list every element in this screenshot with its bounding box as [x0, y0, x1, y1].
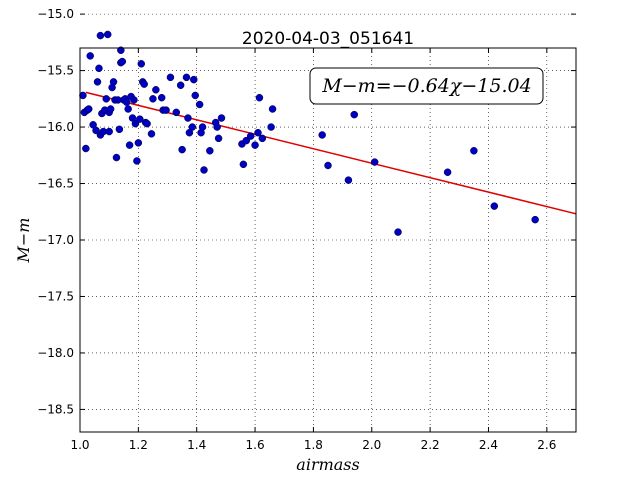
x-tick-label: 1.2 — [129, 438, 148, 452]
data-point — [109, 78, 118, 86]
data-point — [112, 153, 121, 162]
data-point — [166, 73, 175, 82]
data-point — [198, 123, 207, 131]
data-point — [105, 127, 113, 136]
data-point — [133, 157, 141, 165]
data-point — [370, 158, 379, 166]
y-tick-label: −16.0 — [37, 120, 74, 134]
data-point — [268, 105, 277, 113]
data-point — [258, 134, 267, 143]
x-tick-label: 2.4 — [479, 438, 498, 452]
data-point — [394, 228, 402, 236]
data-point — [152, 86, 160, 94]
data-point — [102, 95, 111, 103]
data-point — [137, 60, 146, 68]
data-point — [214, 134, 223, 143]
x-tick-label: 2.0 — [362, 438, 381, 452]
data-point — [246, 132, 255, 140]
data-point — [318, 131, 326, 139]
x-tick-label: 1.0 — [70, 438, 89, 452]
data-point — [267, 123, 275, 131]
fit-equation-annotation: M−m=−0.64χ−15.04 — [321, 75, 531, 97]
data-point — [350, 110, 359, 119]
x-tick-label: 2.6 — [537, 438, 556, 452]
data-point — [182, 73, 191, 82]
data-point — [85, 105, 93, 113]
x-tick-labels: 1.0 1.2 1.4 1.6 1.8 2.0 2.2 2.4 2.6 — [70, 438, 556, 452]
x-axis-label: airmass — [296, 455, 359, 474]
data-point — [147, 130, 156, 138]
data-point — [79, 91, 87, 100]
y-tick-label: −15.5 — [37, 64, 74, 78]
data-point — [103, 30, 112, 39]
data-point — [92, 126, 100, 135]
x-tick-label: 1.4 — [187, 438, 206, 452]
data-point — [86, 52, 94, 60]
data-point — [190, 75, 198, 84]
y-tick-label: −16.5 — [37, 177, 74, 191]
data-point — [251, 141, 259, 149]
y-tick-labels: −15.0 −15.5 −16.0 −16.5 −17.0 −17.5 −18.0 −18.5 — [37, 7, 74, 416]
data-point — [131, 119, 140, 128]
data-point — [255, 93, 264, 102]
data-point — [178, 145, 186, 154]
data-point — [172, 108, 181, 117]
data-point — [195, 100, 204, 109]
ticks — [79, 13, 576, 432]
data-point — [217, 114, 226, 122]
data-point — [443, 168, 452, 176]
data-point — [470, 147, 478, 155]
data-point — [344, 176, 353, 184]
data-point — [130, 96, 138, 104]
data-point — [125, 141, 134, 149]
annotation-frame — [309, 67, 544, 105]
data-point — [93, 78, 102, 86]
y-axis-label: M−m — [14, 218, 33, 264]
data-point — [117, 46, 125, 55]
points-layer — [79, 30, 539, 236]
annotation-box: M−m=−0.64χ−15.04 — [309, 67, 544, 105]
data-point — [115, 125, 124, 134]
data-point — [206, 147, 214, 155]
x-tick-label: 2.2 — [421, 438, 440, 452]
data-point — [191, 91, 199, 100]
y-tick-label: −17.5 — [37, 289, 74, 303]
x-tick-label: 1.8 — [304, 438, 323, 452]
data-point — [149, 95, 157, 103]
x-tick-label: 1.6 — [246, 438, 265, 452]
y-tick-label: −15.0 — [37, 7, 74, 21]
data-point — [134, 139, 143, 147]
y-tick-label: −17.0 — [37, 233, 74, 247]
data-point — [124, 105, 132, 113]
data-point — [136, 115, 144, 123]
data-point — [157, 93, 166, 102]
data-point — [213, 123, 221, 131]
chart-title: 2020-04-03_051641 — [242, 29, 414, 49]
data-point — [531, 215, 539, 224]
data-point — [254, 128, 262, 137]
y-tick-label: −18.0 — [37, 346, 74, 360]
data-point — [242, 136, 251, 145]
data-point — [143, 119, 151, 128]
data-point — [188, 123, 197, 131]
data-point — [106, 105, 115, 113]
data-point — [118, 57, 127, 66]
data-point — [95, 64, 103, 73]
data-point — [184, 114, 192, 122]
y-tick-label: −18.5 — [37, 402, 74, 416]
data-point — [96, 31, 105, 40]
data-point — [140, 80, 148, 88]
data-point — [176, 81, 185, 90]
data-point — [82, 144, 90, 153]
data-point — [200, 166, 208, 174]
data-point — [162, 106, 170, 114]
data-point — [324, 161, 332, 170]
data-point — [490, 202, 499, 210]
data-point — [239, 160, 248, 169]
